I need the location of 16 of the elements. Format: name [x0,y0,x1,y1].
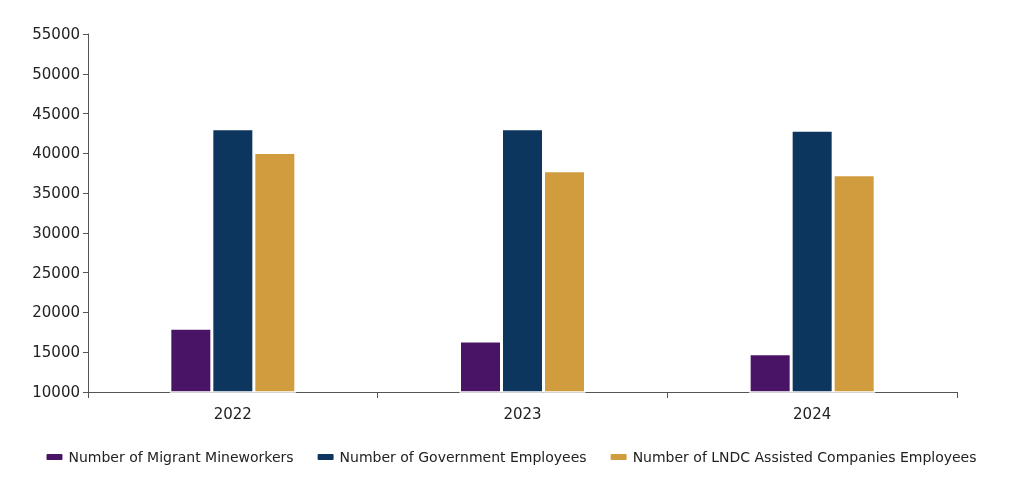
y-tick-label: 55000 [32,25,80,43]
legend-label: Number of Migrant Mineworkers [68,449,294,465]
y-tick-label: 20000 [32,303,80,322]
y-tick-label: 25000 [32,263,80,282]
y-tick-label: 50000 [32,64,80,83]
y-tick-label: 30000 [32,223,80,242]
y-tick-label: 45000 [32,104,80,123]
y-tick-label: 10000 [32,383,80,401]
y-tick-label: 35000 [32,184,80,203]
y-tick-label: 40000 [32,144,80,163]
legend-label: Number of Government Employees [339,449,587,465]
x-tick-label: 2022 [213,404,252,423]
x-tick-label: 2024 [793,404,832,423]
x-tick-label: 2023 [503,404,542,423]
y-tick-label: 15000 [32,343,80,362]
legend-label: Number of LNDC Assisted Companies Employees [632,449,977,465]
